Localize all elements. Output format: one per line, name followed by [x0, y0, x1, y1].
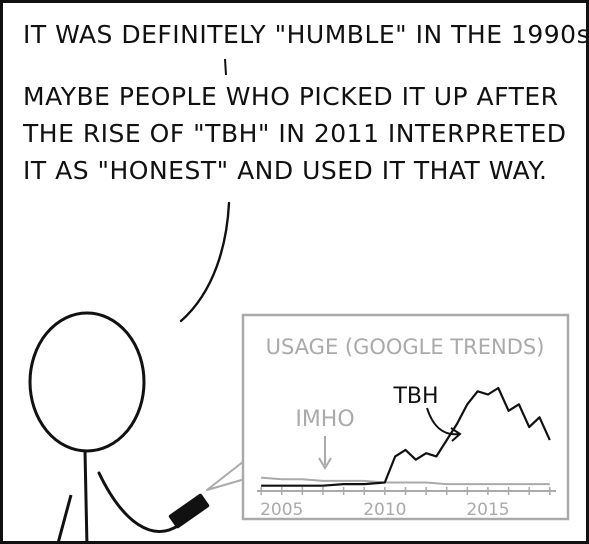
imho-arrow-icon [318, 436, 332, 470]
series-line-tbh [261, 386, 551, 487]
phone-icon [168, 493, 210, 529]
tbh-arrow-icon [426, 407, 462, 442]
x-tick-label: 2005 [260, 500, 303, 520]
figure-head [28, 311, 146, 453]
speech-line-1: IT WAS DEFINITELY "HUMBLE" IN THE 1990s. [23, 20, 589, 49]
speech-line-3: THE RISE OF "TBH" IN 2011 INTERPRETED [23, 119, 567, 148]
speech-line-2: MAYBE PEOPLE WHO PICKED IT UP AFTER [23, 82, 559, 111]
speech-tail-upper [224, 58, 227, 76]
x-axis-minor-ticks [260, 487, 551, 495]
x-tick-label: 2010 [363, 500, 406, 520]
series-lines [261, 386, 551, 487]
x-tick-label: 2015 [466, 500, 509, 520]
tbh-label: TBH [392, 384, 438, 409]
imho-label: IMHO [295, 407, 354, 432]
speech-tail [179, 201, 231, 323]
comic-art: USAGE (GOOGLE TRENDS) 2005 2010 2015 IMHO … [28, 58, 570, 541]
speech-line-4: IT AS "HONEST" AND USED IT THAT WAY. [23, 156, 548, 185]
series-line-imho [261, 476, 550, 486]
x-axis-tick-labels: 2005 2010 2015 [260, 500, 509, 520]
chart-callout-pointer [206, 460, 246, 491]
trends-chart: USAGE (GOOGLE TRENDS) 2005 2010 2015 IMHO … [241, 313, 570, 521]
chart-title: USAGE (GOOGLE TRENDS) [266, 335, 545, 359]
figure-body [83, 450, 89, 541]
figure-left-arm [57, 494, 73, 541]
figure-right-arm [97, 471, 181, 533]
